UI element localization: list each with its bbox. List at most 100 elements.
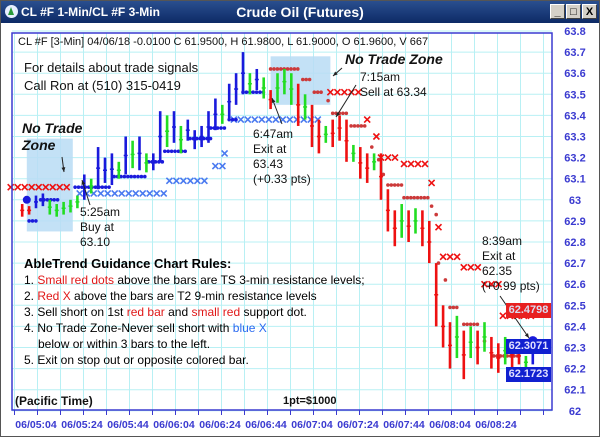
support-dot — [258, 90, 262, 94]
rule-text: above the bars are TS 3-min resistance l… — [114, 273, 365, 287]
y-tick-label: 63.2 — [564, 153, 585, 165]
rule-text: above the bars are T2 9-min resistance l… — [70, 289, 317, 303]
ann-line: Exit at — [482, 249, 516, 263]
resistance-dot — [429, 204, 434, 208]
x-tick-label: 06/05:44 — [107, 419, 149, 431]
resistance-x-mark — [14, 183, 22, 191]
x-tick-label: 06/05:24 — [61, 419, 103, 431]
price-label: 62.1723 — [506, 367, 551, 383]
resistance-x-mark — [453, 253, 461, 261]
resistance-dot — [434, 212, 439, 217]
resistance-x-mark — [460, 263, 468, 271]
resistance-dot — [268, 67, 273, 71]
rule-highlight: small red — [191, 305, 241, 319]
support-dot — [169, 149, 174, 154]
x-tick-label: 06/06:44 — [245, 419, 287, 431]
resistance-dot — [362, 124, 367, 128]
support-x-mark — [251, 116, 259, 124]
resistance-x-mark — [372, 132, 380, 141]
resistance-x-mark — [340, 88, 348, 96]
rule-4-continued: below or within 3 bars to the left. — [38, 337, 211, 351]
support-dot — [251, 90, 255, 94]
support-dot — [215, 126, 220, 130]
y-tick-label: 63.8 — [564, 26, 585, 38]
rule-highlight: Red X — [37, 289, 71, 303]
ann-line: Sell at 63.34 — [360, 85, 427, 99]
support-dot — [129, 174, 133, 179]
resistance-x-mark — [333, 88, 341, 96]
support-dot — [80, 185, 84, 189]
y-tick-label: 63.5 — [564, 89, 585, 101]
resistance-dot — [491, 354, 496, 358]
support-dot — [230, 117, 235, 122]
resistance-x-mark — [42, 183, 50, 191]
price-label: 62.4798 — [506, 302, 551, 318]
y-tick-label: 63 — [569, 195, 581, 207]
y-tick-label: 63.1 — [564, 174, 585, 186]
resistance-x-mark — [21, 183, 29, 191]
support-dot — [34, 219, 38, 223]
resistance-dot — [389, 183, 394, 187]
resistance-x-mark — [474, 263, 482, 271]
x-tick-label: 06/08:04 — [429, 419, 471, 431]
resistance-x-mark — [428, 179, 436, 187]
support-x-mark — [125, 189, 133, 198]
support-dot — [52, 198, 56, 202]
resistance-dot — [412, 195, 417, 200]
support-x-mark — [76, 189, 84, 198]
support-x-mark — [286, 116, 294, 124]
ann-line: 6:47am — [253, 127, 294, 141]
resistance-x-mark — [414, 160, 422, 168]
resistance-dot — [498, 354, 503, 358]
support-x-mark — [193, 177, 201, 185]
ann-line: 63.43 — [253, 157, 284, 171]
support-dot — [38, 198, 43, 202]
arrow-head-icon — [81, 180, 86, 185]
resistance-x-mark — [49, 183, 57, 191]
arrow-head-icon — [333, 71, 338, 76]
resistance-dot — [455, 305, 459, 310]
resistance-x-mark — [499, 312, 507, 320]
support-x-mark — [200, 177, 208, 185]
rule-2: 2. Red X above the bars are T2 9-min res… — [24, 288, 365, 304]
support-dot — [188, 136, 192, 141]
support-x-mark — [272, 116, 280, 124]
support-dot — [222, 126, 227, 130]
support-dot — [132, 174, 137, 179]
resistance-dot — [319, 90, 323, 94]
resistance-dot — [356, 124, 360, 128]
resistance-dot — [376, 157, 381, 162]
support-dot — [103, 185, 108, 189]
window-title: Crude Oil (Futures) — [236, 4, 364, 20]
support-dot — [76, 185, 81, 189]
support-x-mark — [97, 189, 105, 198]
y-tick-label: 63.7 — [564, 47, 585, 59]
arrow-head-icon — [61, 167, 66, 172]
title-bar[interactable]: CL #F 1-Min/CL #F 3-Min Crude Oil (Futur… — [1, 1, 599, 23]
rule-3: 3. Sell short on 1st red bar and small r… — [24, 304, 365, 320]
resistance-dot — [285, 67, 290, 71]
resistance-dot — [468, 322, 473, 327]
resistance-dot — [341, 111, 345, 116]
minimize-button[interactable]: _ — [550, 4, 565, 19]
rule-highlight: Small red dots — [37, 273, 115, 287]
x-tick-label: 06/05:04 — [15, 419, 57, 431]
close-button[interactable]: X — [582, 4, 597, 19]
resistance-dot — [396, 183, 400, 187]
support-dot — [219, 126, 223, 130]
maximize-button[interactable]: □ — [566, 4, 581, 19]
rule-highlight: red bar — [126, 305, 165, 319]
x-tick-label: 06/07:24 — [337, 419, 379, 431]
support-x-mark — [179, 177, 187, 185]
resistance-dot — [352, 124, 357, 128]
resistance-dot — [465, 322, 470, 327]
y-tick-label: 62.6 — [564, 279, 585, 291]
resistance-x-mark — [446, 253, 454, 261]
contact-line-1: For details about trade signals — [24, 60, 199, 75]
resistance-x-mark — [35, 183, 43, 191]
resistance-x-mark — [487, 280, 496, 288]
support-dot — [254, 90, 259, 94]
resistance-x-mark — [434, 223, 443, 231]
arrow-head-icon — [271, 98, 276, 103]
